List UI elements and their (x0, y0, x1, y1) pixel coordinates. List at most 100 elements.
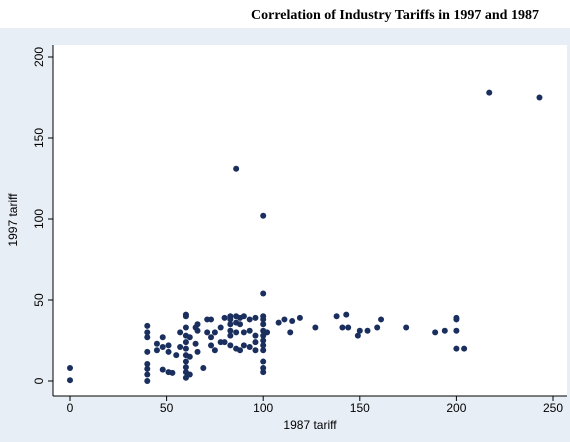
point (177, 329, 184, 336)
point (246, 316, 253, 323)
y-tick-label: 100 (32, 209, 46, 229)
point (144, 378, 151, 384)
point (432, 329, 439, 336)
point (296, 314, 303, 321)
point (144, 334, 151, 341)
point (165, 342, 172, 349)
point (192, 340, 199, 347)
point (486, 89, 493, 96)
point (246, 327, 253, 334)
point (221, 339, 228, 346)
point (186, 371, 193, 378)
point (182, 364, 189, 371)
point (227, 321, 234, 328)
point (194, 327, 201, 334)
point (144, 329, 151, 336)
point (204, 329, 211, 336)
point (237, 347, 244, 354)
point (67, 377, 73, 384)
point (211, 329, 218, 336)
point (252, 314, 259, 321)
x-tick-label: 200 (446, 401, 466, 415)
point (233, 165, 240, 172)
point (275, 319, 282, 326)
point (208, 342, 215, 349)
point (260, 290, 267, 297)
point (461, 345, 468, 352)
point (177, 343, 184, 350)
point (441, 327, 448, 334)
point (260, 342, 267, 349)
point (260, 316, 267, 323)
point (194, 321, 201, 328)
point (240, 342, 247, 349)
point (260, 358, 267, 365)
point (182, 358, 189, 365)
plot-area (53, 45, 567, 396)
point (153, 340, 160, 347)
point (67, 365, 73, 372)
point (536, 94, 543, 101)
x-tick-label: 250 (543, 401, 563, 415)
point (240, 329, 247, 336)
point (211, 347, 218, 354)
point (252, 339, 259, 346)
point (343, 311, 350, 318)
point (252, 347, 259, 354)
point (194, 348, 201, 355)
point (260, 347, 267, 354)
point (144, 348, 151, 355)
point (173, 352, 180, 359)
point (227, 342, 234, 349)
point (144, 322, 151, 329)
x-tick-label: 150 (350, 401, 370, 415)
point (200, 365, 207, 372)
point (153, 347, 160, 354)
y-tick-label: 150 (32, 128, 46, 148)
point (287, 329, 294, 336)
point (217, 324, 224, 331)
point (144, 371, 151, 378)
point (246, 343, 253, 350)
y-tick-label: 0 (32, 377, 46, 384)
x-tick-label: 50 (160, 401, 174, 415)
point (144, 360, 151, 367)
point (227, 316, 234, 323)
x-axis-label: 1987 tariff (283, 418, 337, 432)
point (144, 365, 151, 372)
point (260, 212, 267, 219)
point (260, 369, 267, 376)
point (264, 329, 271, 336)
point (240, 313, 247, 320)
point (339, 324, 346, 331)
point (182, 313, 189, 320)
point (345, 324, 352, 331)
point (165, 348, 172, 355)
point (169, 369, 176, 376)
point (237, 321, 244, 328)
y-tick-label: 200 (32, 47, 46, 67)
point (453, 316, 460, 323)
point (374, 324, 381, 331)
point (289, 318, 296, 325)
point (354, 332, 361, 339)
point (227, 332, 234, 339)
point (403, 324, 410, 331)
point (186, 334, 193, 341)
y-axis-label: 1997 tariff (6, 193, 20, 247)
point (208, 334, 215, 341)
x-tick-label: 0 (67, 401, 74, 415)
point (356, 327, 363, 334)
point (159, 334, 166, 341)
point (186, 353, 193, 360)
point (182, 345, 189, 352)
point (252, 332, 259, 339)
point (227, 327, 234, 334)
point (260, 337, 267, 344)
point (221, 314, 228, 321)
point (159, 366, 166, 373)
point (378, 316, 385, 323)
x-tick-label: 100 (253, 401, 273, 415)
point (453, 345, 460, 352)
